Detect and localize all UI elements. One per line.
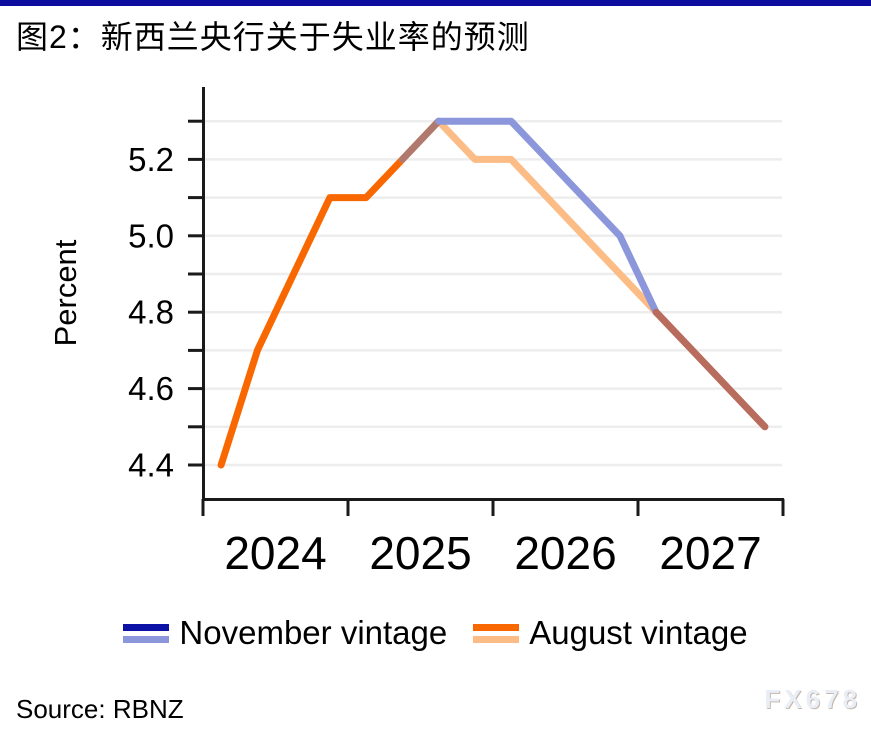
chart-title: 图2：新西兰央行关于失业率的预测 (16, 19, 530, 55)
series-august-vintage (217, 155, 406, 469)
x-tick-label: 2027 (659, 527, 761, 579)
series-november-vintage (398, 117, 443, 163)
y-tick-label: 4.8 (128, 294, 174, 331)
y-axis-title: Percent (48, 239, 83, 346)
legend-swatch-august (473, 623, 520, 643)
source-note: Source: RBNZ (16, 694, 184, 724)
y-tick-label: 5.2 (128, 141, 174, 178)
legend-label-november: November vintage (179, 614, 448, 651)
legend-item-november: November vintage (123, 614, 447, 652)
series-november-vintage (652, 308, 769, 431)
legend-swatch-november (123, 623, 170, 643)
unemployment-forecast-chart: 4.4 4.6 4.8 5.0 5.2 2024 2025 2026 2027 Percent (48, 87, 785, 579)
y-tick-label: 4.4 (128, 447, 174, 484)
y-tick-label: 5.0 (128, 217, 174, 254)
series-november-vintage (435, 117, 660, 316)
legend-item-august: August vintage (473, 614, 748, 652)
chart-legend: November vintage August vintage (0, 614, 871, 652)
y-tick-label: 4.6 (128, 370, 174, 407)
watermark: FX678 (764, 684, 861, 714)
x-tick-label: 2024 (224, 527, 326, 579)
x-tick-label: 2026 (514, 527, 616, 579)
top-accent-bar (0, 0, 871, 6)
legend-label-august: August vintage (529, 614, 748, 651)
x-tick-label: 2025 (369, 527, 471, 579)
